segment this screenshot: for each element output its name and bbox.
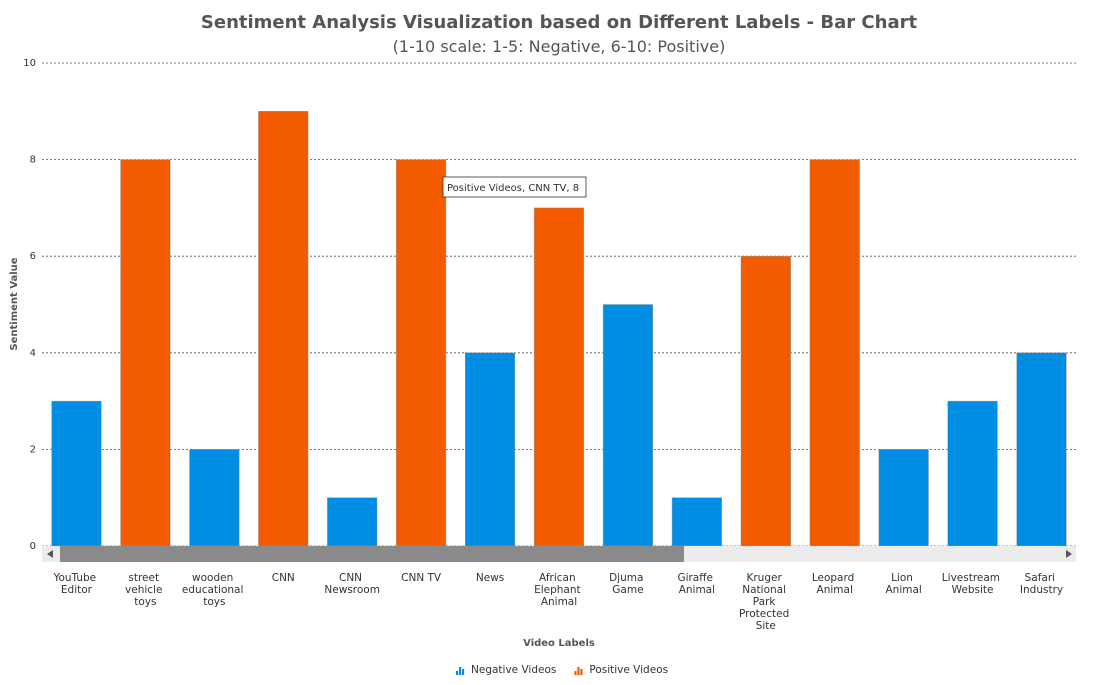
chart-title: Sentiment Analysis Visualization based o… (201, 12, 918, 33)
tooltip-box (442, 176, 587, 198)
x-tick-label: Safari Industry (1020, 572, 1063, 596)
x-tick-label: CNN (272, 572, 295, 584)
x-tick-label: Djuma Game (609, 572, 647, 596)
x-tick-label: wooden educational toys (182, 572, 247, 608)
x-tick-label: CNN TV (401, 572, 442, 584)
chart-subtitle: (1-10 scale: 1-5: Negative, 6-10: Positi… (393, 37, 726, 56)
scroll-thumb[interactable] (60, 546, 684, 562)
legend-icon (574, 671, 577, 675)
y-tick-label: 4 (30, 348, 36, 359)
x-tick-label: Kruger National Park Protected Site (739, 572, 793, 632)
x-tick-label: Giraffe Animal (677, 572, 716, 596)
legend-item: Positive Videos (574, 664, 668, 676)
y-tick-label: 0 (30, 541, 36, 552)
legend-label: Positive Videos (589, 664, 668, 676)
tooltip-text: Positive Videos, CNN TV, 8 (447, 183, 579, 194)
bar (396, 159, 447, 547)
legend-icon (580, 669, 583, 675)
bar (602, 304, 653, 547)
bar (51, 400, 102, 547)
y-tick-label: 2 (30, 444, 36, 455)
legend-label: Negative Videos (471, 664, 556, 676)
y-axis-title: Sentiment Value (9, 257, 20, 350)
y-tick-label: 8 (30, 155, 36, 166)
legend-item: Negative Videos (456, 664, 556, 676)
bar (533, 207, 585, 547)
x-tick-label: street vehicle toys (125, 572, 166, 608)
bar (258, 111, 309, 547)
scroll-left[interactable] (47, 550, 53, 558)
bar (1016, 352, 1067, 547)
x-axis-title: Video Labels (523, 638, 595, 649)
scrollbar[interactable] (42, 546, 1076, 562)
bar (671, 497, 722, 547)
legend-icon (462, 669, 465, 675)
bar (465, 352, 516, 547)
x-tick-label: African Elephant Animal (534, 572, 584, 608)
legend-icon (456, 671, 459, 675)
tooltip: Positive Videos, CNN TV, 8 (442, 176, 587, 198)
x-tick-label: News (476, 572, 504, 584)
legend: Negative Videos Positive Videos (456, 664, 668, 676)
x-tick-label: Leopard Animal (812, 572, 858, 596)
y-tick-label: 10 (23, 58, 36, 69)
legend-icon (577, 667, 580, 675)
plot-area: 0 2 4 6 8 10 YouTube Editor street vehicle toys… (23, 58, 1076, 632)
x-tick-label: Lion Animal (885, 572, 921, 596)
bar (878, 449, 929, 547)
bar (120, 159, 171, 547)
bar (947, 400, 998, 547)
bar (189, 449, 240, 547)
x-tick-label: Livestream Website (942, 572, 1004, 596)
scroll-right[interactable] (1066, 550, 1072, 558)
x-tick-label: YouTube Editor (52, 572, 99, 596)
legend-icon (459, 667, 462, 675)
bar (809, 159, 860, 547)
bar (740, 255, 791, 547)
x-tick-label: CNN Newsroom (324, 572, 380, 596)
y-tick-label: 6 (30, 251, 36, 262)
bar (327, 497, 378, 547)
